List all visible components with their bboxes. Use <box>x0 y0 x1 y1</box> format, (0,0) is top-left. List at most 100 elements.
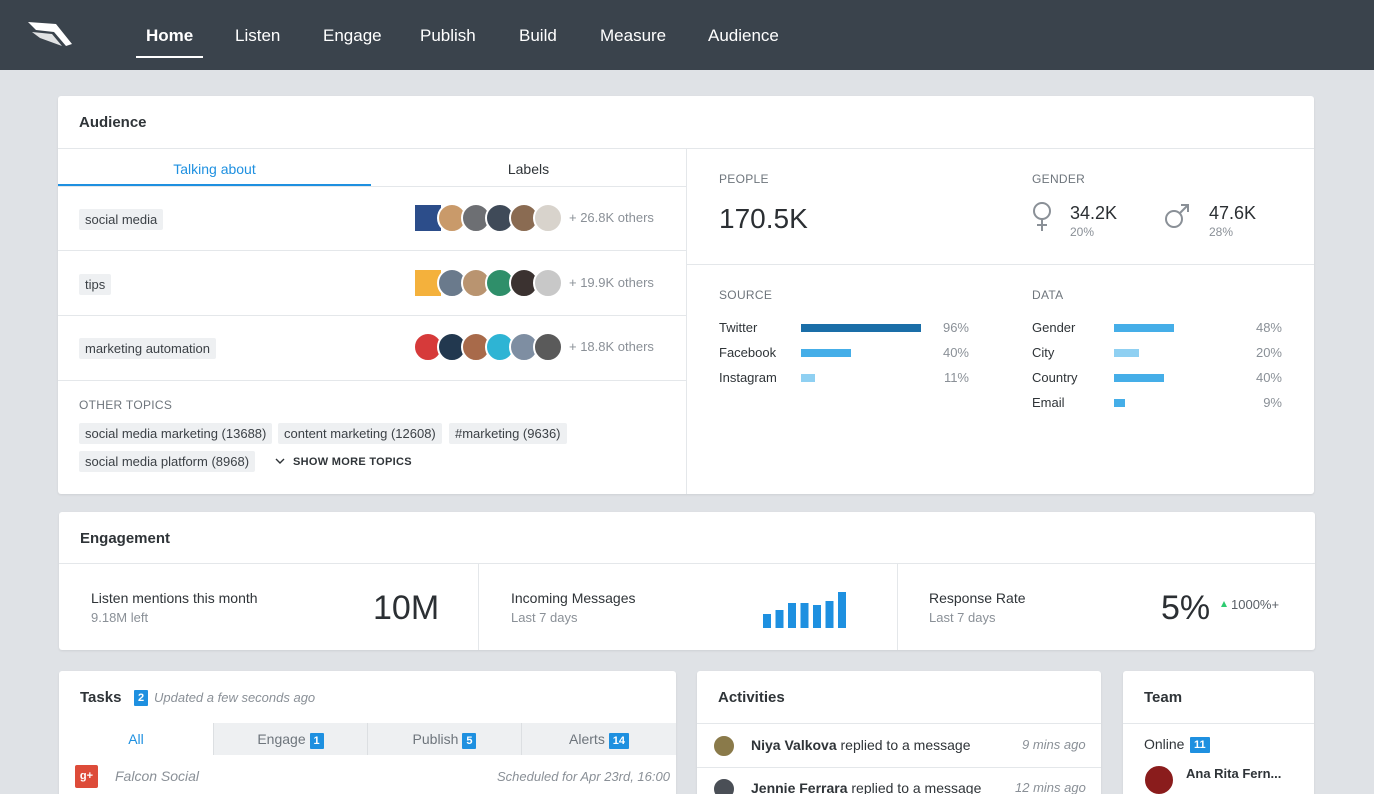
messages-bar <box>825 601 834 628</box>
source-percent: 40% <box>942 345 969 360</box>
data-name: Gender <box>1032 320 1076 335</box>
trend-up-icon <box>1221 601 1227 607</box>
gender-label: GENDER <box>1032 172 1086 186</box>
source-bar <box>801 374 815 382</box>
data-bar <box>1114 399 1125 407</box>
avatar[interactable] <box>712 777 736 794</box>
source-bar <box>801 349 851 357</box>
messages-period: Last 7 days <box>511 610 578 625</box>
tab-underline <box>58 184 371 186</box>
others-count[interactable]: + 18.8K others <box>569 339 654 354</box>
messages-bar <box>800 603 809 628</box>
mentions-value: 10M <box>373 589 440 627</box>
team-card: Team Online 11 Ana Rita Fern... <box>1123 671 1314 794</box>
male-count: 47.6K <box>1209 203 1257 223</box>
task-account-name[interactable]: Falcon Social <box>115 768 200 784</box>
chevron-down-icon[interactable] <box>275 457 285 465</box>
nav-publish[interactable]: Publish <box>420 26 476 45</box>
divider <box>58 380 686 381</box>
messages-bar <box>763 614 771 628</box>
topic-avatars <box>413 332 568 362</box>
messages-sparkbar-chart <box>763 592 846 628</box>
top-nav: Home Listen Engage Publish Build Measure… <box>0 0 1374 70</box>
falcon-logo-icon[interactable] <box>26 18 76 50</box>
nav-build[interactable]: Build <box>519 26 557 45</box>
task-schedule: Scheduled for Apr 23rd, 16:00 <box>497 769 670 784</box>
tasks-card: Tasks 2 Updated a few seconds ago All En… <box>59 671 676 794</box>
activity-item[interactable]: Niya Valkova replied to a message <box>751 737 970 753</box>
nav-measure[interactable]: Measure <box>600 26 667 45</box>
nav-engage[interactable]: Engage <box>323 26 382 45</box>
source-percent: 96% <box>942 320 969 335</box>
response-label: Response Rate <box>929 590 1026 606</box>
tab-label: Engage <box>257 731 306 747</box>
activity-item[interactable]: Jennie Ferrara replied to a message <box>751 780 981 794</box>
tasks-count-badge: 2 <box>134 690 149 706</box>
others-count[interactable]: + 19.9K others <box>569 275 654 290</box>
nav-active-underline <box>136 56 203 58</box>
engagement-title: Engagement <box>80 530 171 547</box>
female-count: 34.2K <box>1070 203 1118 223</box>
topic-chip[interactable]: social media marketing (13688) <box>79 423 273 444</box>
nav-home[interactable]: Home <box>146 26 194 45</box>
male-percent: 28% <box>1209 225 1234 239</box>
nav-audience[interactable]: Audience <box>708 26 779 45</box>
data-percent: 40% <box>1255 370 1282 385</box>
people-count: 170.5K <box>719 203 808 234</box>
show-more-topics-button[interactable]: SHOW MORE TOPICS <box>293 456 412 468</box>
data-percent: 20% <box>1255 345 1282 360</box>
others-count[interactable]: + 26.8K others <box>569 210 654 225</box>
mentions-remaining: 9.18M left <box>91 610 149 625</box>
avatar[interactable] <box>533 332 563 362</box>
female-percent: 20% <box>1070 225 1095 239</box>
topic-chip[interactable]: social media platform (8968) <box>79 451 256 472</box>
divider <box>59 563 1315 564</box>
tab-label: Publish <box>412 731 459 747</box>
audience-title: Audience <box>79 114 147 131</box>
avatar[interactable] <box>533 203 563 233</box>
tasks-tab-alerts[interactable]: Alerts 14 <box>521 723 676 755</box>
response-period: Last 7 days <box>929 610 996 625</box>
avatar[interactable] <box>1143 764 1175 794</box>
tab-count-badge: 5 <box>462 733 477 749</box>
audience-card: Audience Talking about Labels social med… <box>58 96 1314 494</box>
topic-chip[interactable]: social media <box>79 209 164 230</box>
tab-labels[interactable]: Labels <box>507 161 550 177</box>
tab-count-badge: 14 <box>608 733 629 749</box>
divider <box>478 563 479 650</box>
tasks-tab-publish[interactable]: Publish 5 <box>367 723 521 755</box>
data-bar <box>1114 374 1164 382</box>
divider <box>58 250 686 251</box>
other-topics-label: OTHER TOPICS <box>79 398 173 412</box>
nav-listen[interactable]: Listen <box>235 26 281 45</box>
google-plus-icon: g+ <box>75 765 98 788</box>
divider <box>697 723 1101 724</box>
divider <box>1123 723 1314 724</box>
data-name: Email <box>1032 395 1065 410</box>
avatar[interactable] <box>712 734 736 758</box>
mentions-label: Listen mentions this month <box>91 590 258 606</box>
topic-chip[interactable]: tips <box>79 274 112 295</box>
topic-chip[interactable]: marketing automation <box>79 338 217 359</box>
tab-talking-about[interactable]: Talking about <box>173 161 256 177</box>
tasks-tab-engage[interactable]: Engage 1 <box>213 723 367 755</box>
topic-chip[interactable]: #marketing (9636) <box>449 423 567 444</box>
online-count-badge: 11 <box>1190 737 1210 753</box>
topic-chip[interactable]: content marketing (12608) <box>278 423 442 444</box>
tasks-title: Tasks <box>80 689 122 706</box>
activity-action: replied to a message <box>851 780 982 794</box>
team-member-name[interactable]: Ana Rita Fern... <box>1186 766 1282 781</box>
messages-bar <box>813 605 821 628</box>
data-percent: 9% <box>1263 395 1282 410</box>
data-name: Country <box>1032 370 1078 385</box>
people-label: PEOPLE <box>719 172 769 186</box>
divider <box>58 186 686 187</box>
tasks-tab-all[interactable]: All <box>59 723 213 755</box>
avatar[interactable] <box>533 268 563 298</box>
divider <box>897 563 898 650</box>
divider <box>58 315 686 316</box>
response-delta: 1000%+ <box>1231 597 1280 612</box>
tab-label: All <box>128 731 144 747</box>
divider <box>686 148 687 494</box>
source-name: Instagram <box>719 370 777 385</box>
